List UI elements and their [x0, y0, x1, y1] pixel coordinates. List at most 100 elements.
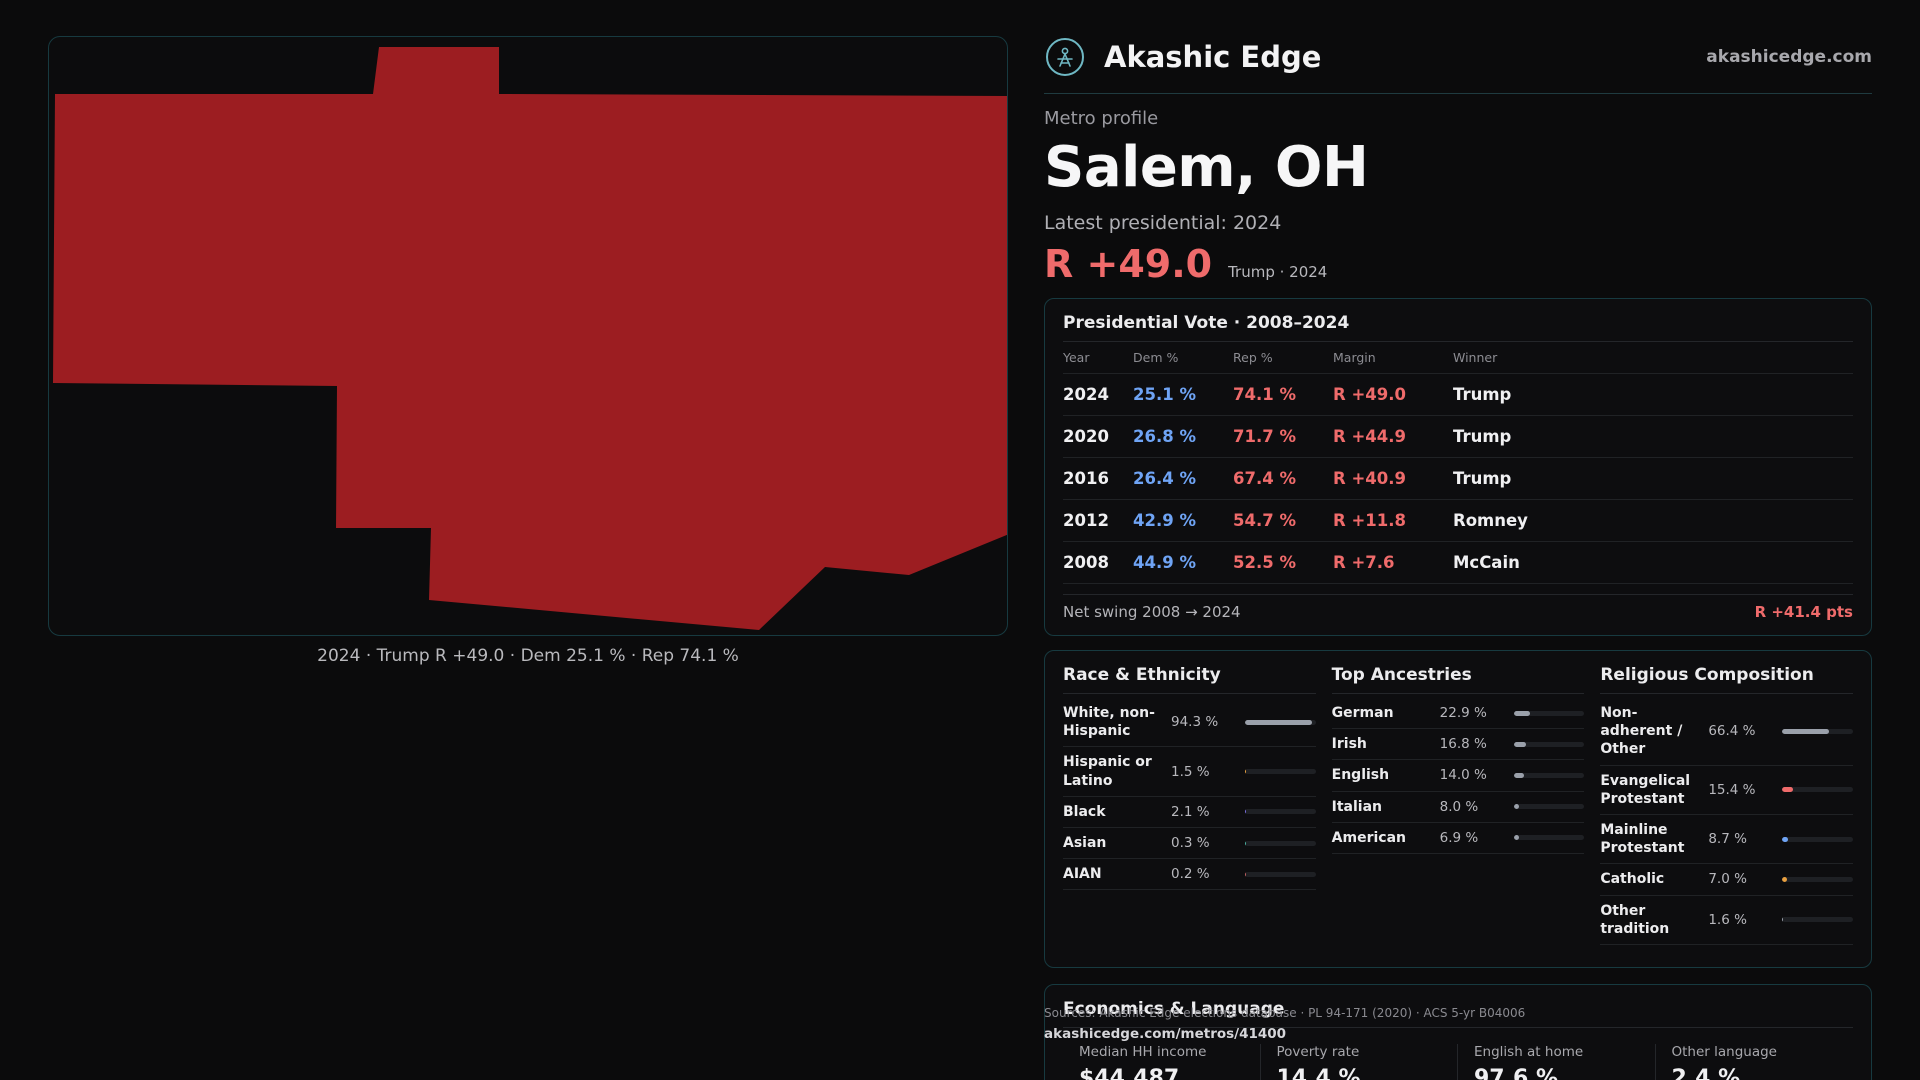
list-item: Other tradition 1.6 %: [1600, 896, 1853, 945]
item-label: Non-adherent / Other: [1600, 705, 1683, 758]
list-item: Non-adherent / Other 66.4 %: [1600, 698, 1853, 766]
margin-cell: R +11.8: [1333, 511, 1406, 530]
race-ethnicity-section: Race & Ethnicity White, non-Hispanic 94.3…: [1063, 665, 1316, 953]
percent-bar-fill: [1245, 840, 1247, 846]
table-row: 2012 42.9 % 54.7 % R +11.8 Romney: [1063, 500, 1853, 542]
rep-cell: 67.4 %: [1233, 469, 1296, 488]
net-swing-value: R +41.4 pts: [1754, 603, 1853, 621]
list-item: American 6.9 %: [1331, 823, 1585, 854]
table-row: 2024 25.1 % 74.1 % R +49.0 Trump: [1063, 374, 1853, 416]
percent-bar: [1245, 809, 1316, 815]
table-row: 2016 26.4 % 67.4 % R +40.9 Trump: [1063, 458, 1853, 500]
section-title: Top Ancestries: [1331, 665, 1585, 694]
percent-bar-fill: [1245, 769, 1247, 775]
margin-value: R +49.0: [1044, 242, 1213, 286]
brand-name: Akashic Edge: [1104, 39, 1322, 74]
winner-cell: McCain: [1453, 553, 1520, 572]
section-title: Religious Composition: [1600, 665, 1853, 694]
percent-bar: [1513, 710, 1585, 716]
percent-bar-fill: [1782, 787, 1794, 793]
compass-star-icon: [1046, 37, 1084, 76]
sources-note: Sources: Akashic Edge elections database…: [1044, 1006, 1526, 1020]
list-item: AIAN 0.2 %: [1063, 859, 1316, 891]
year-cell: 2008: [1063, 553, 1109, 572]
percent-bar: [1245, 840, 1316, 846]
item-percent: 8.7 %: [1708, 831, 1747, 848]
percent-bar-fill: [1513, 741, 1526, 747]
profile-panel: Akashic Edge akashicedge.com Metro profi…: [1044, 32, 1872, 968]
item-percent: 14.0 %: [1439, 767, 1487, 784]
item-percent: 1.6 %: [1708, 911, 1747, 928]
winner-cell: Romney: [1453, 511, 1528, 530]
item-percent: 15.4 %: [1708, 781, 1756, 798]
stat-value: 14.4 %: [1276, 1066, 1361, 1080]
county-map[interactable]: [48, 36, 1008, 636]
dem-cell: 26.4 %: [1133, 469, 1196, 488]
item-label: AIAN: [1063, 866, 1102, 883]
econ-stat: Other language 2.4 %: [1656, 1044, 1854, 1080]
item-label: Other tradition: [1600, 902, 1670, 937]
percent-bar: [1782, 917, 1853, 923]
list-item: Catholic 7.0 %: [1600, 864, 1853, 896]
item-percent: 66.4 %: [1708, 723, 1756, 740]
brand-header: Akashic Edge akashicedge.com: [1044, 32, 1872, 94]
demographics-card: Race & Ethnicity White, non-Hispanic 94.3…: [1044, 650, 1872, 968]
card-title: Economics & Language: [1063, 999, 1853, 1028]
eyebrow: Metro profile: [1044, 108, 1159, 129]
latest-presidential-label: Latest presidential: 2024: [1044, 212, 1282, 234]
item-label: Irish: [1331, 736, 1367, 753]
item-label: German: [1331, 705, 1394, 721]
list-item: English 14.0 %: [1331, 760, 1585, 792]
econ-stat: English at home 97.6 %: [1458, 1044, 1656, 1080]
stat-value: 2.4 %: [1671, 1066, 1741, 1080]
stat-value: $44,487: [1079, 1066, 1180, 1080]
percent-bar: [1513, 772, 1585, 778]
item-label: American: [1331, 829, 1406, 846]
dem-cell: 26.8 %: [1133, 427, 1196, 446]
county-shape[interactable]: [53, 47, 1008, 630]
year-cell: 2024: [1063, 385, 1109, 404]
item-percent: 16.8 %: [1439, 736, 1487, 753]
table-header: Year Dem % Rep % Margin Winner: [1063, 342, 1853, 374]
item-percent: 6.9 %: [1439, 829, 1479, 846]
year-cell: 2020: [1063, 427, 1109, 446]
percent-bar: [1245, 719, 1316, 725]
stat-value: 97.6 %: [1474, 1066, 1558, 1080]
percent-bar-fill: [1245, 809, 1247, 815]
rep-cell: 71.7 %: [1233, 427, 1296, 446]
county-map-svg: [53, 47, 1008, 630]
list-item: White, non-Hispanic 94.3 %: [1063, 698, 1316, 748]
year-cell: 2012: [1063, 511, 1109, 530]
item-percent: 1.5 %: [1171, 763, 1210, 780]
winner-cell: Trump: [1453, 427, 1512, 446]
column-header: Margin: [1333, 350, 1376, 365]
item-percent: 0.2 %: [1171, 866, 1210, 883]
percent-bar: [1782, 876, 1853, 882]
item-percent: 0.3 %: [1171, 835, 1210, 852]
economics-grid: Median HH income $44,487 Poverty rate 14…: [1063, 1044, 1853, 1080]
table-row: 2008 44.9 % 52.5 % R +7.6 McCain: [1063, 542, 1853, 584]
percent-bar-fill: [1782, 728, 1830, 734]
stat-label: Other language: [1671, 1044, 1777, 1060]
percent-bar: [1782, 728, 1853, 734]
percent-bar-fill: [1513, 835, 1519, 841]
brand-url-link[interactable]: akashicedge.com: [1706, 46, 1872, 67]
net-swing: Net swing 2008 → 2024 R +41.4 pts: [1063, 594, 1853, 621]
economics-language-card: Economics & Language Median HH income $4…: [1044, 984, 1872, 1080]
rep-cell: 74.1 %: [1233, 385, 1296, 404]
item-label: Italian: [1331, 798, 1383, 815]
item-label: Asian: [1063, 834, 1107, 851]
rep-cell: 54.7 %: [1233, 511, 1296, 530]
permalink[interactable]: akashicedge.com/metros/41400: [1044, 1026, 1287, 1042]
percent-bar: [1782, 836, 1853, 842]
margin-cell: R +44.9: [1333, 427, 1406, 446]
percent-bar: [1513, 741, 1585, 747]
page-title: Salem, OH: [1044, 135, 1369, 200]
list-item: Evangelical Protestant 15.4 %: [1600, 766, 1853, 815]
list-item: Asian 0.3 %: [1063, 828, 1316, 860]
percent-bar: [1513, 804, 1585, 810]
item-percent: 94.3 %: [1171, 714, 1219, 731]
item-label: Mainline Protestant: [1600, 821, 1685, 857]
margin-cell: R +49.0: [1333, 385, 1406, 404]
stat-label: English at home: [1474, 1044, 1584, 1060]
